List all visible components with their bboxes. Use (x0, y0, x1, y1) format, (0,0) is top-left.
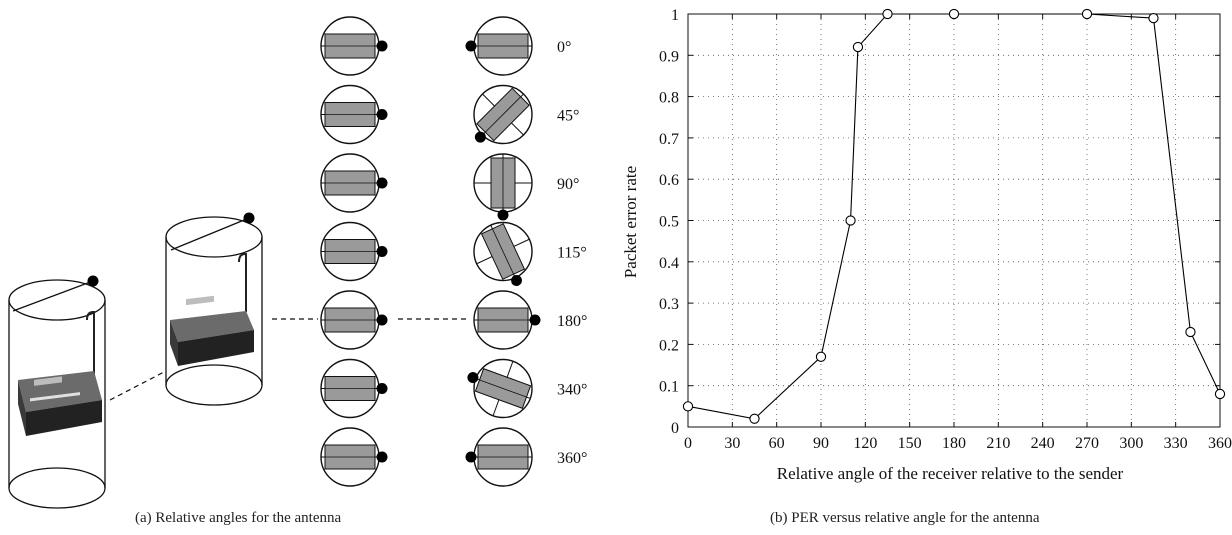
antenna-dot (376, 177, 388, 189)
data-point (845, 215, 856, 226)
receiver-orientation-3 (473, 221, 533, 287)
receiver-orientation-4 (473, 290, 541, 350)
angle-label-5: 340° (557, 382, 587, 399)
x-tick-label: 0 (684, 435, 692, 452)
caption-b: (b) PER versus relative angle for the an… (770, 510, 1040, 526)
link-line (109, 371, 165, 401)
receiver-orientation-2 (473, 153, 533, 221)
antenna-dot (376, 246, 388, 257)
y-tick-label: 0.8 (659, 90, 679, 107)
antenna-dot (529, 314, 541, 326)
x-tick-label: 240 (1031, 435, 1055, 452)
caption-a: (a) Relative angles for the antenna (135, 510, 342, 526)
antenna-dot (467, 372, 479, 384)
chart-grid (688, 14, 1220, 427)
receiver-device-image (170, 253, 254, 366)
angle-label-6: 360° (557, 450, 587, 467)
y-tick-label: 0.1 (659, 379, 679, 396)
receiver-orientation-6 (465, 427, 533, 487)
antenna-dot (376, 40, 388, 52)
x-tick-label: 210 (986, 435, 1010, 452)
receiver-orientation-column (465, 16, 541, 487)
y-tick-label: 0.5 (659, 214, 679, 231)
receiver-orientation-1 (473, 84, 533, 145)
sender-orientation-column (320, 16, 388, 487)
series-markers (682, 8, 1226, 424)
data-point (1081, 8, 1093, 20)
x-axis-label: Relative angle of the receiver relative … (777, 464, 1124, 483)
y-tick-label: 1 (671, 7, 679, 24)
data-point (1214, 388, 1226, 400)
receiver-cylinder (165, 216, 263, 406)
sender-antenna-marker (87, 275, 99, 287)
antenna-angle-diagram: 0° 45° 90° 115° 180° 340° 360° (8, 16, 587, 509)
antenna-dot (474, 131, 486, 143)
receiver-orientation-5 (467, 358, 533, 419)
sender-orientation-2 (320, 153, 388, 213)
antenna-dot (376, 109, 388, 120)
angle-label-3: 115° (557, 245, 587, 262)
x-tick-label: 300 (1119, 435, 1143, 452)
data-point (815, 351, 827, 362)
y-tick-label: 0 (671, 420, 679, 437)
y-tick-labels: 0 0.1 0.2 0.3 0.4 0.5 0.6 0.7 0.8 0.9 1 (659, 7, 679, 437)
per-chart: 0 30 60 90 120 150 180 210 240 270 300 330 360 00.10… (621, 7, 1232, 483)
antenna-dot (497, 209, 509, 221)
angle-label-2: 90° (557, 176, 579, 193)
sender-cylinder (8, 279, 106, 509)
y-tick-label: 0.2 (659, 337, 679, 354)
angle-label-4: 180° (557, 313, 587, 330)
antenna-dot (376, 451, 388, 463)
sender-device-image (18, 311, 102, 436)
antenna-dot (465, 40, 477, 52)
y-tick-label: 0.3 (659, 296, 679, 313)
angle-label-column: 0° 45° 90° 115° 180° 340° 360° (557, 39, 587, 467)
antenna-dot (511, 275, 523, 287)
antenna-dot (376, 314, 388, 326)
sender-orientation-3 (320, 221, 388, 282)
angle-label-0: 0° (557, 39, 571, 56)
y-tick-label: 0.4 (659, 255, 679, 272)
data-point (852, 41, 864, 53)
antenna-dot (465, 451, 477, 463)
x-tick-label: 90 (813, 435, 829, 452)
data-point (882, 8, 893, 20)
data-point (948, 8, 960, 20)
sender-orientation-0 (320, 16, 388, 76)
angle-label-1: 45° (557, 108, 579, 125)
x-tick-label: 60 (769, 435, 785, 452)
data-point (749, 413, 760, 424)
sender-orientation-1 (320, 84, 388, 145)
y-tick-label: 0.9 (659, 48, 679, 65)
data-point (682, 401, 694, 412)
data-point (1148, 12, 1159, 24)
sender-orientation-6 (320, 427, 388, 487)
x-tick-label: 360 (1208, 435, 1232, 452)
x-tick-label: 270 (1075, 435, 1099, 452)
y-tick-label: 0.6 (659, 172, 679, 189)
x-tick-label: 120 (853, 435, 877, 452)
sender-orientation-4 (320, 290, 388, 350)
data-point (1185, 326, 1196, 338)
x-tick-label: 150 (898, 435, 922, 452)
y-tick-label: 0.7 (659, 131, 679, 148)
sender-orientation-5 (320, 358, 388, 419)
x-tick-label: 180 (942, 435, 966, 452)
receiver-antenna-marker (243, 212, 255, 224)
y-axis-label: Packet error rate (621, 166, 640, 278)
x-tick-label: 330 (1164, 435, 1188, 452)
x-tick-labels: 0 30 60 90 120 150 180 210 240 270 300 330 360 (684, 435, 1232, 452)
antenna-dot (376, 383, 388, 394)
receiver-orientation-0 (465, 16, 533, 76)
x-tick-label: 30 (724, 435, 740, 452)
